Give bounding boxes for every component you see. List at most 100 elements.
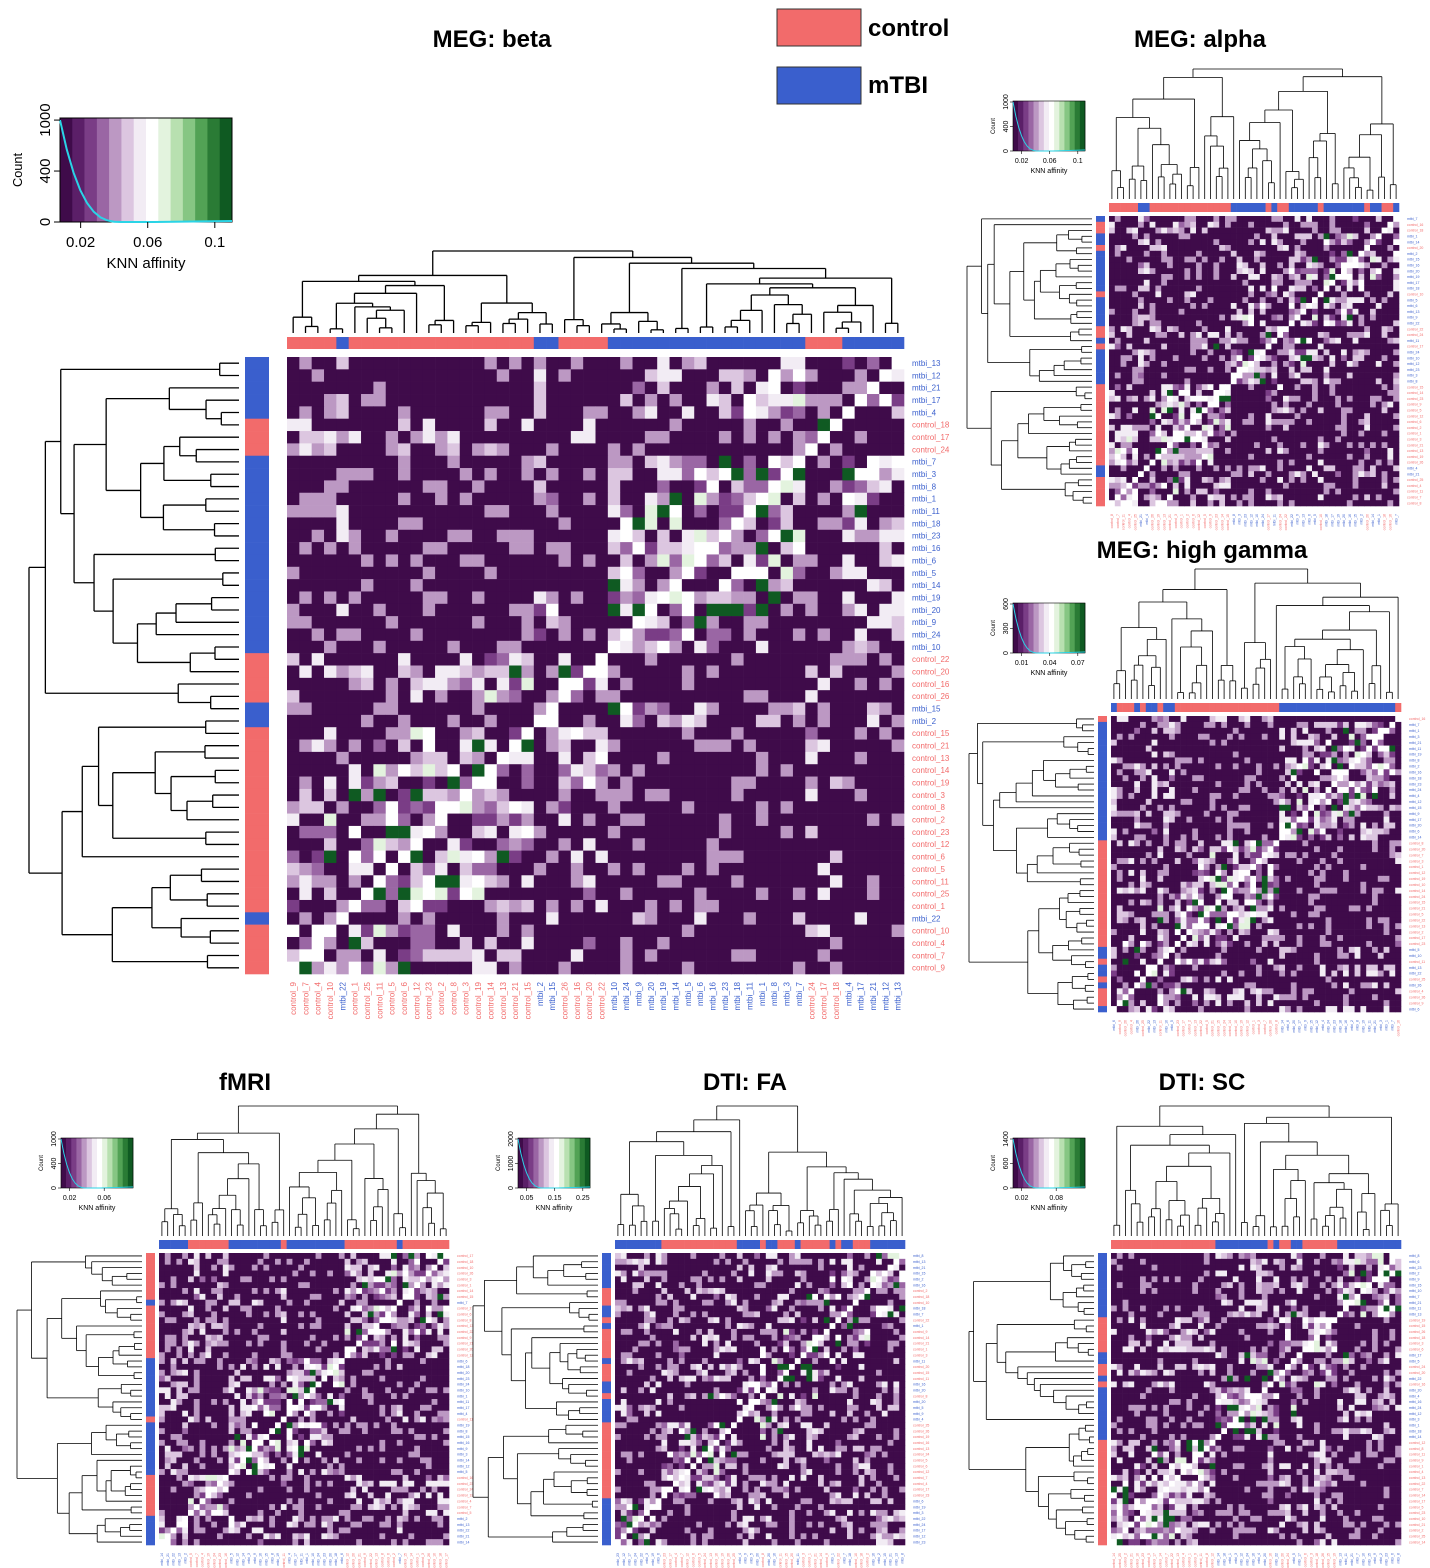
heatmap-cell [1358,419,1365,426]
heatmap-cell [484,949,498,962]
heatmap-cell [644,702,658,716]
heatmap-cell [1132,372,1139,379]
heatmap-cell [866,665,880,679]
heatmap-cell [1352,216,1359,223]
heatmap-cell [484,455,498,469]
heatmap-cell [1300,355,1307,362]
heatmap-cell [1242,274,1249,281]
heatmap-cell [1149,297,1156,304]
heatmap-cell [1149,413,1156,420]
heatmap-cell [1184,355,1191,362]
heatmap-cell [336,492,349,506]
heatmap-cell [669,899,683,913]
heatmap-cell [1149,326,1156,333]
heatmap-cell [496,850,510,864]
heatmap-cell [1254,395,1261,402]
heatmap-cell [1109,378,1116,385]
heatmap-cell [1341,274,1348,281]
heatmap-cell [1132,239,1139,246]
heatmap-cell [891,640,905,654]
heatmap-cell [1346,256,1353,263]
heatmap-cell [755,739,769,753]
heatmap-cell [385,357,399,370]
heatmap-cell [1265,366,1272,373]
heatmap-cell [1120,262,1127,269]
heatmap-cell [1219,407,1226,414]
column-group-cell [509,337,522,349]
heatmap-cell [1254,314,1261,321]
heatmap-cell [829,838,843,851]
heatmap-cell [1317,233,1324,240]
heatmap-cell [1346,361,1353,368]
heatmap-cell [681,554,695,568]
heatmap-cell [669,862,683,876]
heatmap-cell [644,850,658,864]
heatmap-cell [644,924,658,938]
heatmap-cell [546,825,559,839]
heatmap-cell [1196,366,1203,373]
heatmap-cell [755,727,769,740]
heatmap-cell [435,751,448,765]
heatmap-cell [287,628,300,642]
heatmap-cell [706,961,720,975]
heatmap-cell [361,949,374,962]
heatmap-cell [1300,274,1307,281]
row-label: mtbi_1 [912,495,937,504]
heatmap-cell [385,603,399,617]
heatmap-cell [435,887,448,901]
heatmap-cell [891,677,905,691]
heatmap-cell [1207,303,1214,310]
heatmap-cell [1277,303,1284,310]
heatmap-cell [1352,314,1359,321]
heatmap-cell [768,492,781,506]
heatmap-cell [706,862,720,876]
heatmap-cell [1219,366,1226,373]
heatmap-cell [1178,372,1185,379]
heatmap-cell [718,702,732,716]
heatmap-cell [694,566,707,580]
heatmap-cell [398,875,411,888]
heatmap-cell [570,961,584,975]
heatmap-cell [546,677,559,691]
heatmap-cell [792,603,806,617]
heatmap-cell [817,690,831,703]
heatmap-cell [1323,343,1330,350]
heatmap-cell [1236,274,1243,281]
heatmap-cell [459,665,473,679]
heatmap-cell [1341,297,1348,304]
column-dendrogram [292,250,899,333]
heatmap-cell [1329,436,1336,443]
row-label: mtbi_22 [912,914,941,923]
heatmap-cell [533,862,547,876]
heatmap-cell [558,838,572,851]
heatmap-cell [570,431,584,444]
heatmap-cell [583,899,596,913]
heatmap-cell [620,813,633,827]
heatmap-cell [348,887,362,901]
heatmap-cell [1190,274,1197,281]
heatmap-cell [1283,221,1290,228]
heatmap-cell [842,443,855,457]
heatmap-cell [1109,256,1116,263]
column-label: mtbi_14 [672,981,681,1010]
heatmap-cell [484,862,498,876]
heatmap-cell [1370,401,1377,408]
heatmap-cell [755,702,769,716]
row-group-cell [245,653,269,666]
heatmap-cell [410,850,424,864]
heatmap-cell [1236,436,1243,443]
heatmap-cell [1242,216,1249,223]
heatmap-cell [1109,337,1116,344]
heatmap-cell [1207,308,1214,315]
heatmap-cell [866,369,880,382]
heatmap-cell [1393,221,1400,228]
heatmap-cell [669,776,683,790]
color-key-swatch [109,118,122,222]
heatmap-cell [1265,326,1272,333]
heatmap-cell [829,714,843,728]
heatmap-cell [620,381,633,395]
heatmap-cell [1126,314,1133,321]
heatmap-cell [1393,372,1400,379]
heatmap-cell [1155,256,1162,263]
heatmap-cell [1393,343,1400,350]
